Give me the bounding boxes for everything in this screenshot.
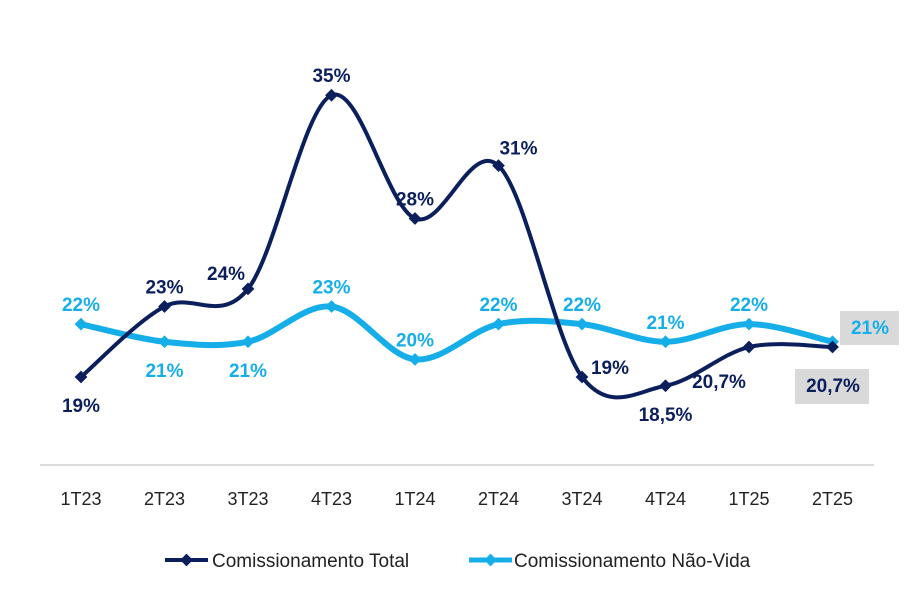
data-label: 23%: [145, 278, 183, 299]
series-marker: [74, 370, 88, 384]
x-tick-label: 1T23: [60, 489, 101, 509]
series-marker: [158, 300, 171, 313]
series-marker: [241, 282, 255, 296]
legend-label: Comissionamento Total: [212, 551, 409, 572]
highlight-box: [795, 369, 869, 404]
x-tick-label: 3T24: [561, 489, 602, 509]
data-label: 31%: [499, 139, 537, 160]
data-label: 21%: [229, 361, 267, 382]
x-tick-label: 4T24: [645, 489, 686, 509]
series-marker: [659, 379, 672, 393]
data-label: 20%: [396, 330, 434, 351]
series-marker: [408, 212, 422, 225]
highlight-box: [840, 311, 899, 345]
x-axis: 1T23 2T23 3T23 4T23 1T24 2T24 3T24 4T24 1T25 2T25: [40, 464, 874, 509]
data-label: 21%: [145, 361, 183, 382]
data-label: 22%: [563, 295, 601, 316]
data-label: 21%: [646, 313, 684, 334]
series-marker: [325, 300, 338, 313]
data-label: 28%: [396, 189, 434, 210]
series-lines: [78, 92, 836, 400]
series-marker: [241, 335, 255, 349]
legend-label: Comissionamento Não-Vida: [514, 551, 751, 572]
series-marker: [325, 88, 338, 102]
series-marker: [575, 317, 589, 331]
data-labels: 19% 23% 24% 35% 28% 31% 19% 18,5% 20,7% 20,7% 22% 2…: [62, 66, 899, 426]
series-marker: [492, 159, 505, 173]
series-line-total: [79, 92, 835, 400]
x-tick-label: 4T23: [311, 489, 352, 509]
data-label: 18,5%: [639, 405, 693, 426]
data-label: 19%: [591, 358, 629, 379]
data-label: 22%: [62, 295, 100, 316]
series-marker: [659, 335, 672, 349]
series-marker: [158, 335, 171, 349]
data-label: 23%: [312, 278, 350, 299]
data-label: 22%: [479, 295, 517, 316]
x-tick-label: 3T23: [227, 489, 268, 509]
data-label: 20,7%: [806, 376, 860, 397]
legend: Comissionamento Total Comissionamento Não…: [165, 551, 751, 572]
data-label: 35%: [312, 66, 350, 87]
data-label: 19%: [62, 396, 100, 417]
data-label: 24%: [207, 264, 245, 285]
data-label: 20,7%: [692, 372, 746, 393]
data-label: 22%: [730, 295, 768, 316]
series-marker: [408, 352, 422, 366]
series-marker: [742, 317, 756, 331]
series-marker: [742, 340, 756, 354]
legend-swatch-marker: [180, 553, 193, 567]
x-tick-label: 1T24: [394, 489, 435, 509]
x-tick-label: 2T24: [478, 489, 519, 509]
data-label: 21%: [851, 318, 889, 339]
x-tick-label: 1T25: [728, 489, 769, 509]
series-marker: [74, 317, 88, 331]
legend-swatch-marker: [484, 553, 497, 567]
series-marker: [492, 317, 505, 331]
series-line-nao-vida: [78, 303, 836, 363]
x-tick-label: 2T25: [812, 489, 853, 509]
x-tick-label: 2T23: [144, 489, 185, 509]
